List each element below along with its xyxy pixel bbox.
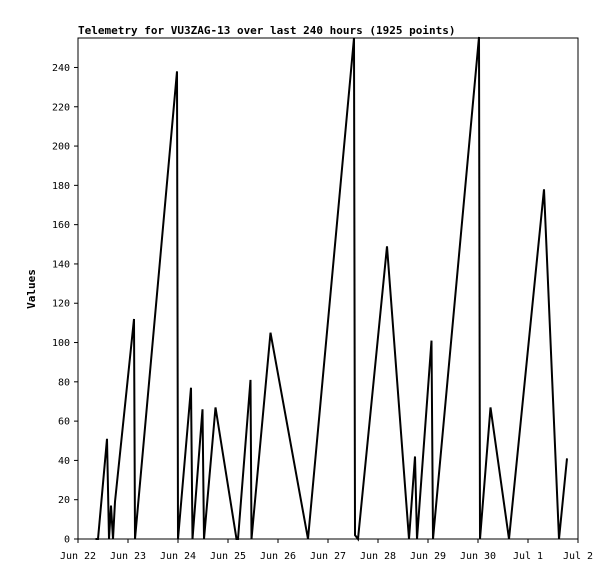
x-axis: Jun 22 Jun 23 Jun 24 Jun 25 Jun 26 Jun 27 Jun …: [60, 539, 593, 562]
x-tick-label: Jun 24: [160, 551, 196, 562]
y-tick-label: 120: [52, 299, 70, 310]
x-tick-label: Jun 29: [410, 551, 446, 562]
x-tick-label: Jun 28: [360, 551, 396, 562]
x-tick-label: Jul 1: [513, 551, 543, 562]
y-tick-label: 220: [52, 102, 70, 113]
y-tick-label: 140: [52, 259, 70, 270]
x-tick-label: Jul 2: [563, 551, 593, 562]
y-tick-label: 0: [64, 535, 70, 546]
y-axis-label: Values: [25, 269, 38, 309]
plot-frame: [77, 37, 579, 540]
x-tick-label: Jun 22: [60, 551, 96, 562]
x-tick-label: Jun 27: [310, 551, 346, 562]
y-tick-label: 200: [52, 142, 70, 153]
y-tick-label: 100: [52, 338, 70, 349]
y-tick-label: 180: [52, 181, 70, 192]
series-line: [95, 36, 568, 542]
chart-title: Telemetry for VU3ZAG-13 over last 240 ho…: [78, 24, 456, 37]
x-tick-label: Jun 30: [460, 551, 496, 562]
y-tick-label: 60: [58, 417, 70, 428]
x-tick-label: Jun 26: [260, 551, 296, 562]
x-tick-label: Jun 25: [210, 551, 246, 562]
y-tick-label: 160: [52, 220, 70, 231]
x-tick-label: Jun 23: [110, 551, 146, 562]
y-axis: 0 20 40 60 80 100 120 140 160 180 200 220 240: [52, 63, 78, 546]
y-tick-label: 240: [52, 63, 70, 74]
y-tick-label: 20: [58, 495, 70, 506]
y-tick-label: 80: [58, 377, 70, 388]
y-tick-label: 40: [58, 456, 70, 467]
